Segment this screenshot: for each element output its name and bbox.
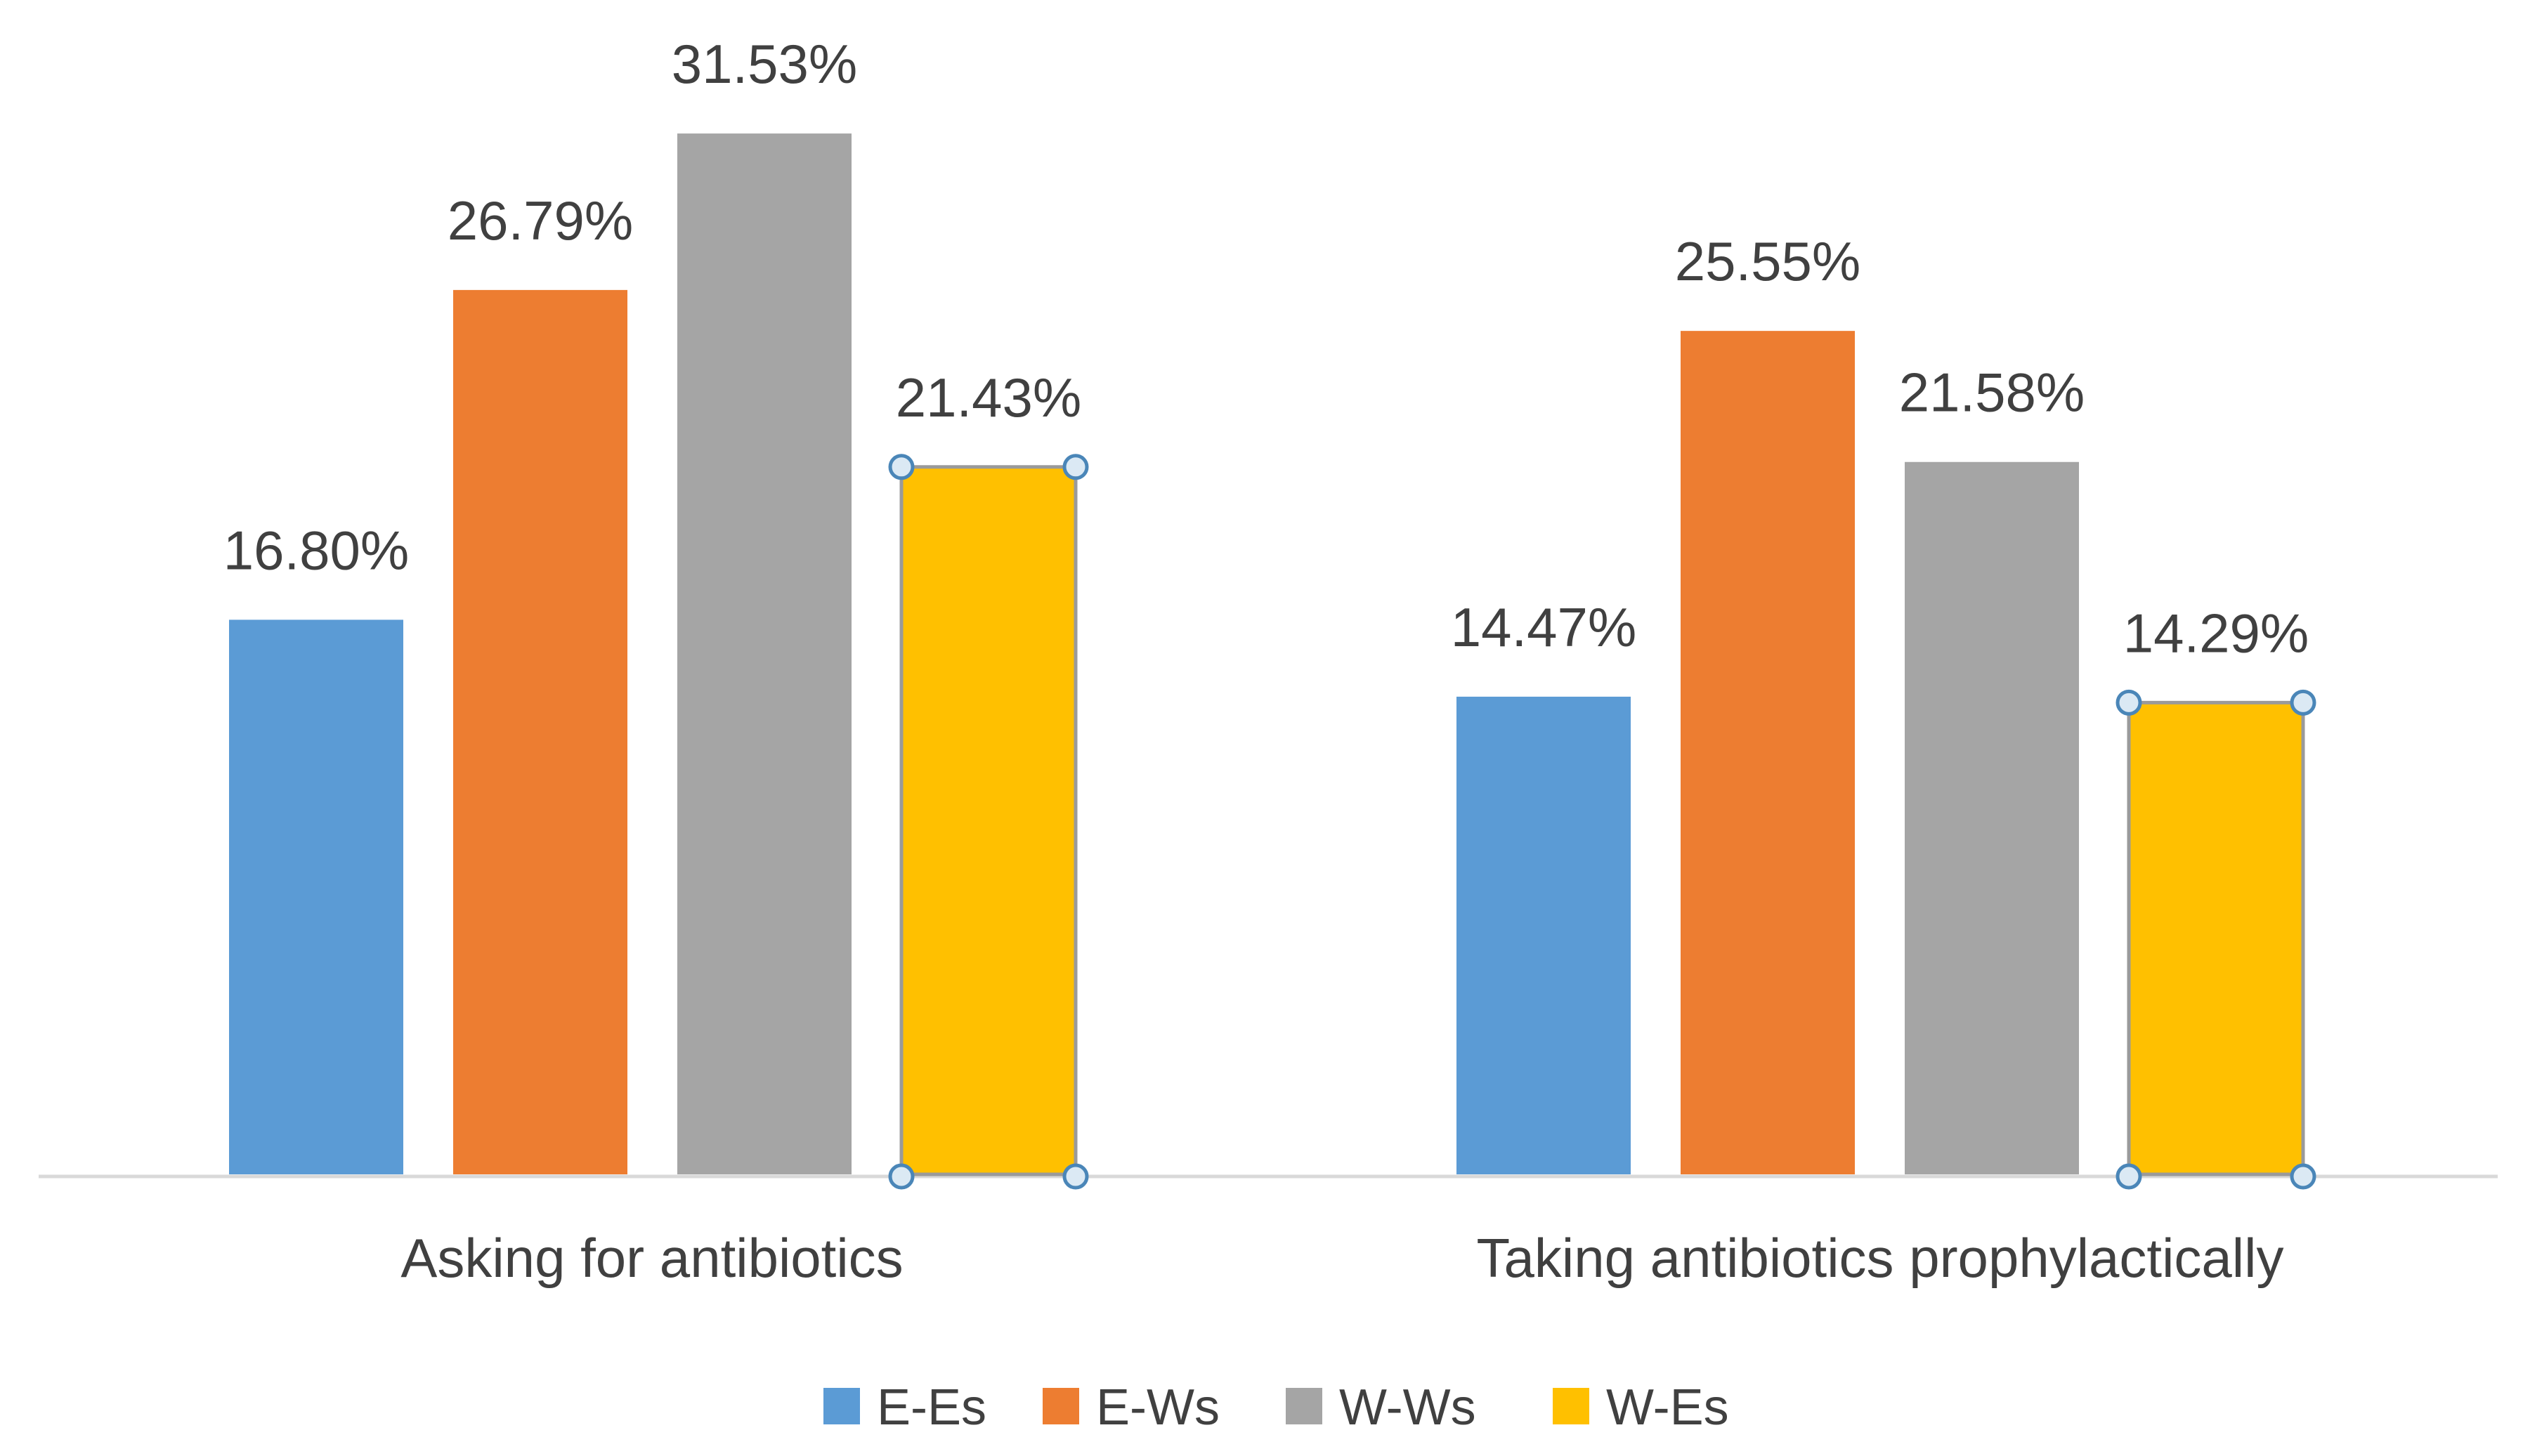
category-labels: Asking for antibiotics Taking antibiotic… — [400, 1227, 2283, 1289]
value-labels: 16.80% 14.47% 26.79% 25.55% 31.53% 21.58% 21.4… — [223, 33, 2309, 664]
bar-e-es-asking[interactable] — [229, 619, 403, 1174]
selection-handle[interactable] — [2115, 689, 2142, 716]
value-label-w-es-taking: 14.29% — [2123, 602, 2309, 664]
selection-handle[interactable] — [888, 454, 915, 480]
selection-handle[interactable] — [2290, 1163, 2316, 1190]
bar-e-ws-taking[interactable] — [1681, 331, 1855, 1174]
bar-w-ws-taking[interactable] — [1905, 461, 2079, 1174]
legend-label-e-es: E-Es — [877, 1379, 986, 1436]
value-label-e-ws-asking: 26.79% — [448, 190, 634, 251]
selection-handle[interactable] — [1062, 1163, 1089, 1190]
selection-handles[interactable] — [888, 454, 2316, 1190]
legend-label-e-ws: E-Ws — [1096, 1379, 1220, 1436]
legend-swatch-w-ws — [1286, 1388, 1322, 1424]
bar-w-es-asking[interactable] — [899, 465, 1078, 1176]
value-label-e-es-asking: 16.80% — [223, 519, 410, 581]
value-label-w-ws-asking: 31.53% — [672, 33, 858, 95]
selection-handle[interactable] — [2115, 1163, 2142, 1190]
selection-handle[interactable] — [888, 1163, 915, 1190]
value-label-e-es-taking: 14.47% — [1451, 596, 1637, 658]
legend: E-Es E-Ws W-Ws W-Es — [823, 1379, 1729, 1436]
category-label-taking: Taking antibiotics prophylactically — [1477, 1227, 2284, 1289]
legend-label-w-es: W-Es — [1606, 1379, 1729, 1436]
value-label-e-ws-taking: 25.55% — [1675, 230, 1861, 292]
value-label-w-ws-taking: 21.58% — [1899, 362, 2085, 424]
legend-swatch-e-ws — [1043, 1388, 1079, 1424]
bars-layer — [229, 133, 2305, 1176]
bar-e-es-taking[interactable] — [1456, 696, 1631, 1174]
selection-handle[interactable] — [2290, 689, 2316, 716]
value-label-w-es-asking: 21.43% — [896, 367, 1082, 428]
bar-w-ws-asking[interactable] — [677, 133, 852, 1175]
selection-handle[interactable] — [1062, 454, 1089, 480]
category-label-asking: Asking for antibiotics — [400, 1227, 903, 1289]
legend-swatch-e-es — [823, 1388, 860, 1424]
bar-e-ws-asking[interactable] — [453, 289, 627, 1174]
legend-label-w-ws: W-Ws — [1339, 1379, 1476, 1436]
bar-w-es-taking[interactable] — [2127, 700, 2305, 1176]
legend-swatch-w-es — [1553, 1388, 1589, 1424]
